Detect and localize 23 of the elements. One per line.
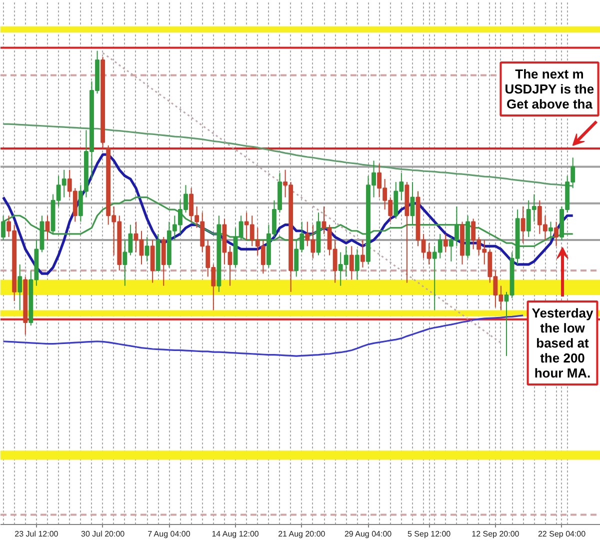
annotation: The next m USDJPY is the Get above tha	[504, 66, 594, 112]
annotation: Yesterday the low based at the 200 hour MA.	[532, 306, 594, 380]
candlestick	[410, 182, 415, 226]
x-tick-label: 12 Sep 20:00	[472, 530, 520, 538]
x-tick-label: 30 Jul 20:00	[81, 530, 126, 538]
candlestick	[45, 215, 50, 241]
candlestick	[443, 233, 448, 253]
x-tick-label: 22 Sep 04:00	[538, 530, 586, 538]
x-tick-label: 21 Aug 20:00	[278, 530, 326, 538]
candlestick	[349, 246, 354, 280]
x-tick-label: 5 Sep 12:00	[407, 530, 452, 538]
x-tick-label: 7 Aug 04:00	[148, 530, 191, 538]
candlestick	[18, 264, 22, 311]
candlestick	[520, 206, 526, 244]
candlestick	[1, 215, 6, 241]
candlestick	[354, 248, 360, 280]
x-tick-label: 29 Aug 04:00	[344, 530, 392, 538]
x-tick-label: 14 Aug 12:00	[212, 530, 260, 538]
candlestick	[360, 240, 365, 268]
candlestick	[144, 236, 150, 262]
x-tick-label: 23 Jul 12:00	[14, 530, 59, 538]
candlestick	[548, 221, 553, 241]
candlestick	[554, 221, 558, 247]
